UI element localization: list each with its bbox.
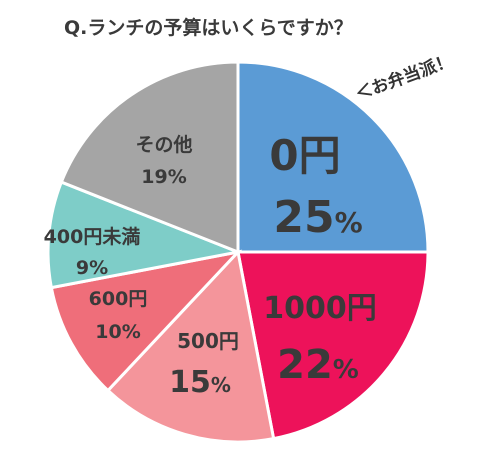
slice-value-label: 25% [273, 192, 362, 243]
slice-value-unit: % [211, 373, 231, 397]
slice-label: 400円未満 [44, 225, 141, 248]
pie-slices [46, 60, 430, 444]
slice-label: 500円 [177, 329, 239, 353]
slice-value-label: 9% [76, 257, 108, 279]
slice-value-unit: % [333, 355, 359, 385]
pie-slice [105, 248, 276, 444]
slice-label: 1000円 [263, 291, 377, 326]
chart-title: Q.ランチの予算はいくらですか？ [64, 16, 353, 39]
slice-label: その他 [135, 133, 192, 156]
slice-value-label: 19% [141, 166, 186, 188]
pie-slice [236, 250, 430, 441]
slice-label: 0円 [269, 131, 340, 180]
slice-value-unit: % [335, 206, 363, 239]
pie-slice [46, 180, 244, 290]
slice-value-label: 10% [95, 321, 140, 343]
annotation-text: ＜お弁当派！ [353, 50, 456, 105]
pie-slice [59, 60, 240, 255]
pie-slice [236, 60, 430, 254]
slice-label: 600円 [89, 288, 148, 310]
slice-labels: 0円25%1000円22%500円15%600円10%400円未満9%その他19… [44, 131, 377, 400]
pie-slice [49, 249, 243, 393]
